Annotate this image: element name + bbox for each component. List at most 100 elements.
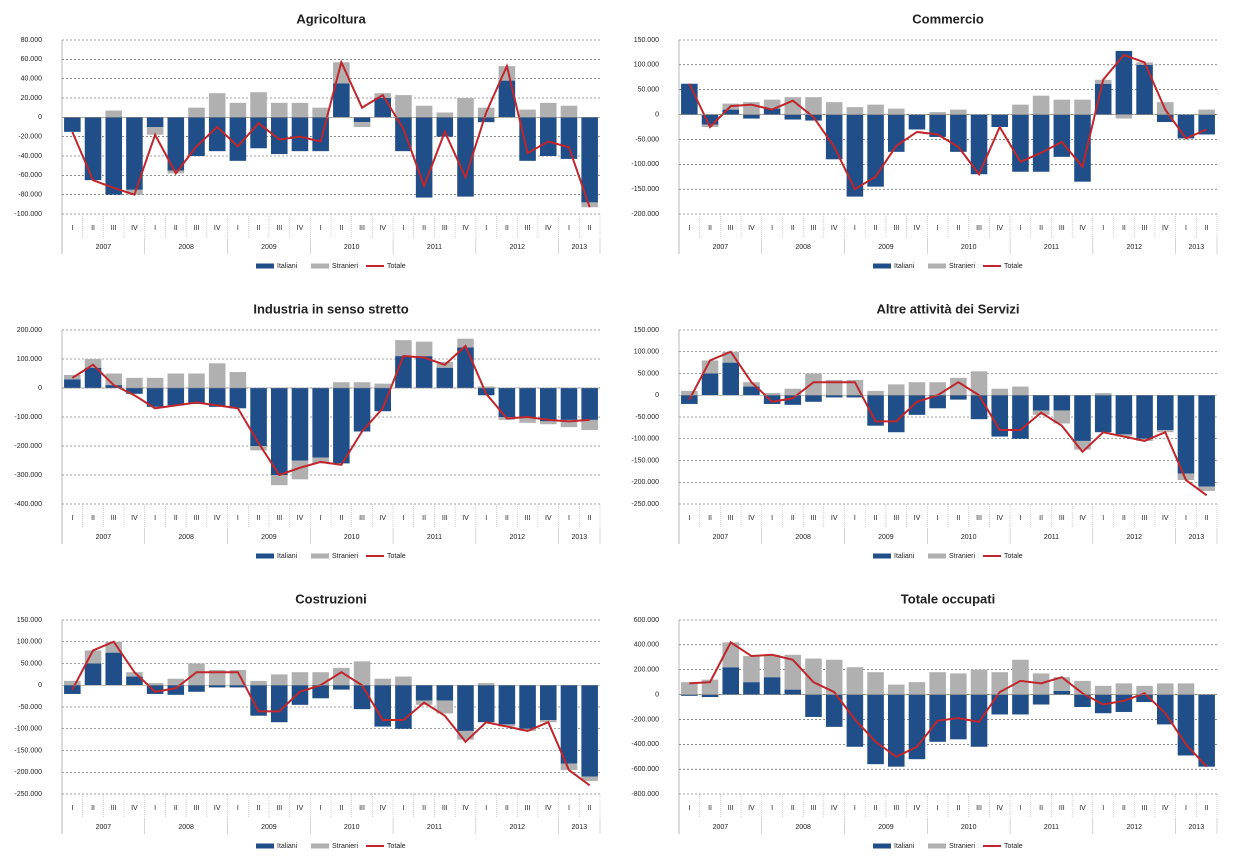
bar [1074, 99, 1091, 115]
x-tick-label: I [854, 225, 856, 232]
y-tick-label: 100.000 [634, 62, 659, 69]
year-label: 2013 [572, 244, 588, 251]
x-tick-label: II [174, 805, 178, 812]
bar [701, 694, 719, 698]
x-tick-label: I [771, 515, 773, 522]
bar [126, 117, 143, 190]
year-label: 2012 [1126, 244, 1142, 251]
year-label: 2011 [1044, 244, 1059, 251]
x-tick-label: IV [462, 515, 469, 522]
x-tick-label: I [154, 225, 156, 232]
bar [291, 117, 309, 152]
bar [436, 685, 454, 701]
x-tick-label: IV [748, 515, 755, 522]
legend-label: Italiani [277, 553, 298, 560]
y-tick-label: 40.000 [21, 76, 43, 83]
bar [436, 112, 454, 118]
x-tick-label: I [937, 515, 939, 522]
x-tick-label: IV [131, 805, 138, 812]
x-tick-label: I [237, 805, 239, 812]
y-tick-label: 60.000 [21, 56, 43, 63]
x-tick-label: IV [214, 515, 221, 522]
bar [1094, 395, 1112, 433]
bar [270, 388, 288, 475]
bar [167, 678, 185, 686]
y-tick-label: 50.000 [638, 370, 660, 377]
y-tick-label: -400.000 [631, 741, 659, 748]
x-tick-label: IV [831, 805, 838, 812]
bar [84, 663, 102, 686]
x-tick-label: III [893, 225, 899, 232]
bar [1074, 114, 1091, 182]
bar [415, 685, 433, 701]
year-label: 2008 [795, 824, 811, 831]
bar [991, 114, 1009, 127]
x-tick-label: III [1059, 225, 1065, 232]
y-tick-label: -100.000 [14, 414, 42, 421]
x-tick-label: II [422, 805, 426, 812]
bar [146, 127, 164, 135]
y-tick-label: 100.000 [634, 349, 659, 356]
x-tick-label: IV [748, 805, 755, 812]
y-tick-label: 20.000 [21, 95, 43, 102]
y-tick-label: -200.000 [14, 443, 42, 450]
bar [581, 685, 598, 777]
bar [436, 117, 454, 137]
bar [353, 685, 371, 710]
y-tick-label: -400.000 [14, 501, 42, 508]
x-tick-label: IV [914, 225, 921, 232]
bar [1115, 395, 1133, 435]
bar [312, 457, 329, 464]
year-label: 2009 [261, 824, 277, 831]
x-tick-label: II [874, 805, 878, 812]
bar [950, 114, 967, 152]
y-tick-label: -200.000 [631, 479, 659, 486]
x-tick-label: I [1102, 225, 1104, 232]
x-tick-label: III [442, 515, 448, 522]
bar [64, 379, 81, 388]
bar [105, 385, 123, 388]
legend-label: Italiani [277, 843, 298, 850]
bar [929, 382, 946, 396]
bar [1198, 694, 1215, 767]
bar [805, 395, 822, 402]
x-tick-label: III [728, 515, 734, 522]
bar [825, 694, 843, 727]
bar [374, 98, 392, 118]
x-tick-label: III [276, 225, 282, 232]
x-tick-label: I [1102, 805, 1104, 812]
legend-label: Stranieri [949, 263, 976, 270]
x-tick-label: II [339, 225, 343, 232]
bar [105, 652, 123, 686]
x-tick-label: II [339, 805, 343, 812]
x-tick-label: II [708, 805, 712, 812]
y-tick-label: -200.000 [631, 211, 659, 218]
bar [908, 395, 926, 415]
legend-label: Stranieri [949, 843, 976, 850]
x-tick-label: IV [297, 805, 304, 812]
x-tick-label: I [771, 225, 773, 232]
x-tick-label: I [1019, 805, 1021, 812]
bar [825, 102, 843, 115]
bar [395, 676, 412, 686]
x-tick-label: I [688, 805, 690, 812]
bar [825, 114, 843, 160]
bar [1094, 83, 1112, 115]
x-tick-label: I [402, 805, 404, 812]
bar [1115, 683, 1133, 695]
bar [395, 685, 412, 729]
bar [84, 367, 102, 388]
bar [312, 107, 329, 118]
bar [374, 383, 392, 388]
x-tick-label: I [402, 515, 404, 522]
y-tick-label: -20.000 [18, 134, 42, 141]
year-label: 2008 [178, 824, 194, 831]
bar [270, 102, 288, 118]
bar [84, 359, 102, 368]
x-tick-label: I [237, 515, 239, 522]
y-tick-label: -60.000 [18, 172, 42, 179]
bar [250, 388, 267, 446]
x-tick-label: III [276, 515, 282, 522]
y-tick-label: 0 [38, 682, 42, 689]
